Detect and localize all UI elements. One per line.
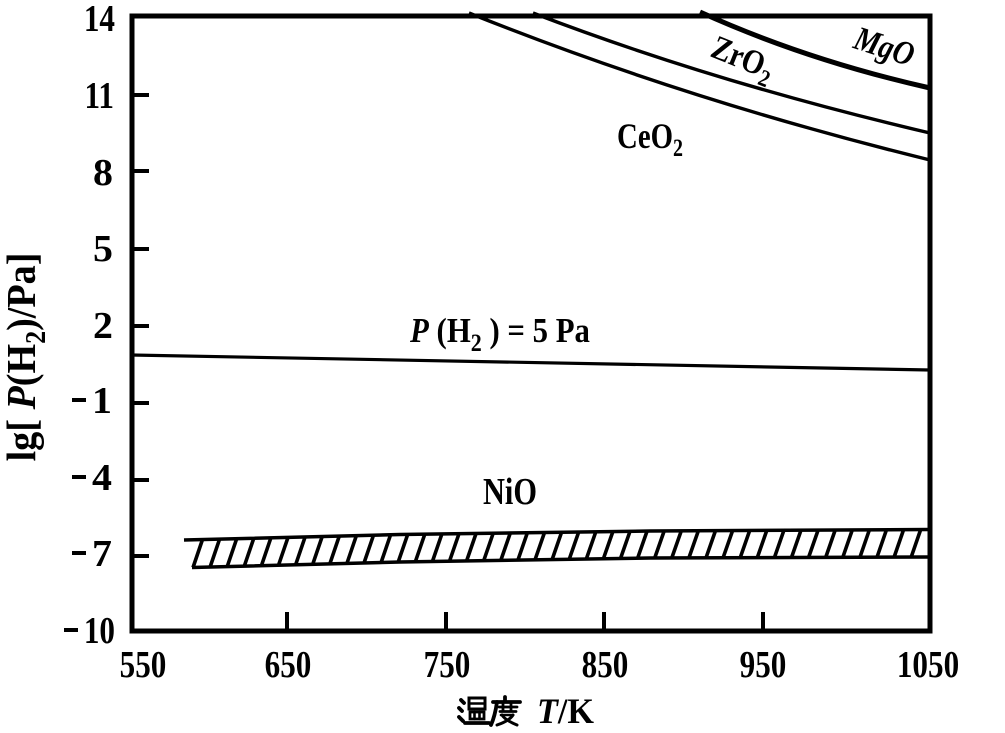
svg-text:7: 7 — [92, 533, 112, 575]
svg-text:1050: 1050 — [897, 643, 959, 686]
svg-text:850: 850 — [582, 643, 629, 686]
svg-text:8: 8 — [93, 152, 113, 194]
svg-text:2: 2 — [93, 305, 113, 347]
svg-text:550: 550 — [120, 643, 167, 686]
svg-text:MgO: MgO — [849, 19, 920, 74]
svg-text:lg[ P(H2)/Pa]: lg[ P(H2)/Pa] — [0, 253, 51, 462]
svg-text:NiO: NiO — [483, 471, 537, 513]
svg-text:T/K: T/K — [537, 691, 595, 731]
svg-text:750: 750 — [424, 643, 471, 686]
svg-text:11: 11 — [85, 74, 114, 117]
svg-text:CeO2: CeO2 — [617, 117, 683, 161]
svg-text:P (H2 ) = 5 Pa: P (H2 ) = 5 Pa — [409, 312, 590, 357]
svg-text:4: 4 — [92, 457, 112, 499]
svg-text:14: 14 — [84, 0, 115, 40]
svg-text:950: 950 — [740, 643, 787, 686]
svg-text:650: 650 — [265, 643, 312, 686]
svg-text:10: 10 — [84, 609, 115, 652]
svg-text:1: 1 — [92, 380, 112, 422]
svg-text:5: 5 — [93, 228, 113, 270]
